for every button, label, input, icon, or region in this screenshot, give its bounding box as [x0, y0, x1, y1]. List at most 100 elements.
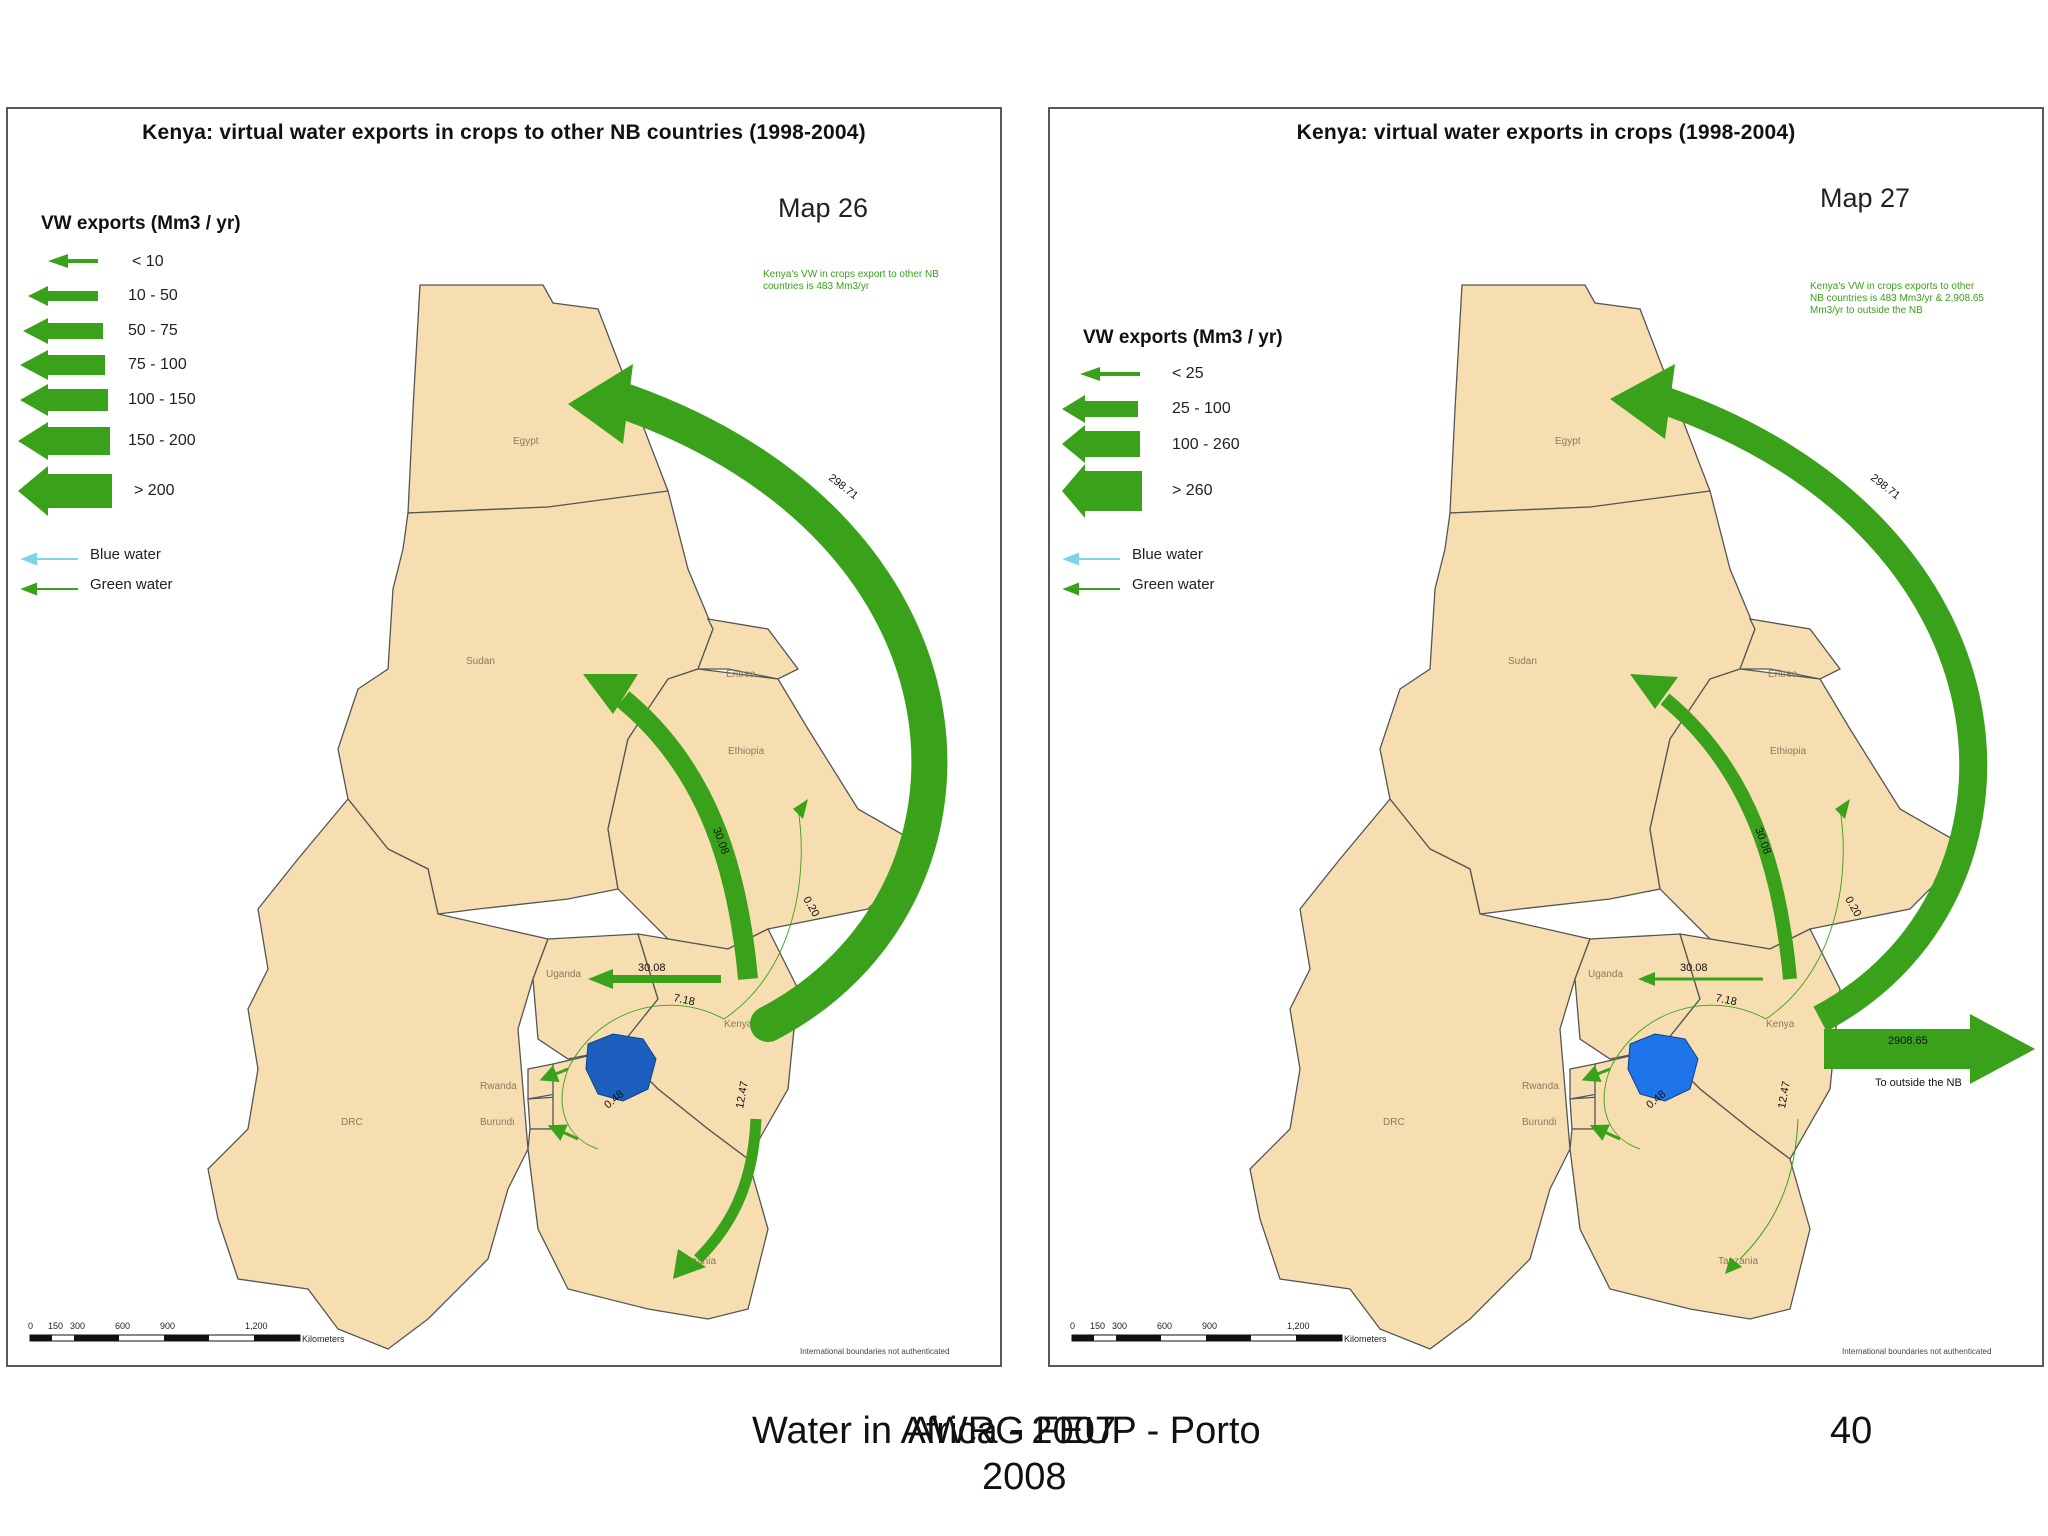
- country-eritrea: [697, 618, 799, 680]
- flow-rings: [561, 808, 802, 1150]
- map-note: Kenya's VW in crops export to other NB c…: [763, 269, 939, 292]
- legend-class-4-arrow: [1062, 464, 1142, 518]
- legend-class-1-label: < 10: [132, 253, 164, 270]
- flow-label-outside-caption: To outside the NB: [1875, 1077, 1962, 1089]
- flow-outside-nb: [1824, 1014, 2035, 1084]
- legend-blue-water-line: [1062, 552, 1120, 566]
- legend-green-water-line: [1062, 582, 1120, 596]
- map-title: Kenya: virtual water exports in crops to…: [142, 121, 866, 144]
- map-panel-26: Egypt Sudan Eritrea Ethiopia Uganda Keny…: [6, 107, 1002, 1367]
- footer-overlay: AWRG FEUP - Porto: [908, 1410, 1261, 1452]
- label-drc: DRC: [1383, 1117, 1405, 1128]
- legend-class-1-arrow: [48, 254, 98, 268]
- legend-class-4-label: 75 - 100: [128, 356, 187, 373]
- label-egypt: Egypt: [1555, 436, 1581, 447]
- flow-rings: [1603, 808, 1844, 1150]
- lake-victoria: [585, 1033, 657, 1102]
- label-tanzania: Tanzania: [1718, 1256, 1758, 1267]
- legend-class-7-label: > 200: [134, 482, 175, 499]
- label-uganda: Uganda: [546, 969, 581, 980]
- scale-tick-150: 150: [48, 1321, 63, 1331]
- map-number: Map 27: [1820, 183, 1911, 213]
- flow-label-rwanda: 7.18: [1714, 992, 1737, 1008]
- flow-ethiopia-head: [793, 799, 808, 819]
- legend-title: VW exports (Mm3 / yr): [1083, 327, 1283, 348]
- label-ethiopia: Ethiopia: [728, 746, 765, 757]
- country-rwanda: [527, 1063, 557, 1100]
- legend-class-7-arrow: [18, 466, 112, 516]
- legend-blue-water-label: Blue water: [1132, 546, 1203, 563]
- label-eritrea: Eritrea: [726, 669, 756, 680]
- scale-tick-600: 600: [1157, 1321, 1172, 1331]
- scale-tick-300: 300: [1112, 1321, 1127, 1331]
- legend-class-1-label: < 25: [1172, 365, 1204, 382]
- flow-label-rwanda: 7.18: [672, 992, 695, 1008]
- legend-class-3-arrow: [23, 318, 103, 344]
- legend-class-3-label: 100 - 260: [1172, 436, 1240, 453]
- country-sudan: [337, 490, 714, 915]
- scale-tick-0: 0: [28, 1321, 33, 1331]
- legend-blue-water-label: Blue water: [90, 546, 161, 563]
- scale-tick-1200: 1,200: [245, 1321, 268, 1331]
- footer-left: Water in Africa - 2007: [752, 1410, 1116, 1452]
- map-panel-27: Egypt Sudan Eritrea Ethiopia Uganda Keny…: [1048, 107, 2044, 1367]
- flow-sudan: [1660, 693, 1797, 980]
- country-egypt: [1449, 284, 1711, 514]
- country-rwanda: [1569, 1063, 1599, 1100]
- scale-unit: Kilometers: [302, 1334, 345, 1344]
- country-sudan: [1379, 490, 1756, 915]
- flow-uganda-head: [588, 969, 613, 989]
- scale-unit: Kilometers: [1344, 1334, 1387, 1344]
- legend-class-1-arrow: [1080, 367, 1140, 381]
- flow-label-uganda: 30.08: [1680, 962, 1708, 974]
- flow-label-outside: 2908.65: [1888, 1035, 1928, 1047]
- legend-class-6-arrow: [18, 422, 110, 460]
- scale-tick-1200: 1,200: [1287, 1321, 1310, 1331]
- flow-egypt: [1655, 385, 1988, 1032]
- flow-tanzania: [694, 1118, 762, 1263]
- map-note: Kenya's VW in crops exports to other NB …: [1810, 281, 1984, 316]
- legend-blue-water-line: [20, 552, 78, 566]
- flow-tanzania-head: [1725, 1257, 1742, 1274]
- legend-green-water-label: Green water: [1132, 576, 1215, 593]
- map-number: Map 26: [778, 193, 869, 223]
- disclaimer: International boundaries not authenticat…: [800, 1347, 949, 1356]
- legend-class-2-label: 25 - 100: [1172, 400, 1231, 417]
- flow-egypt-head: [568, 364, 633, 444]
- legend-green-water-line: [20, 582, 78, 596]
- label-burundi: Burundi: [480, 1117, 514, 1128]
- label-egypt: Egypt: [513, 436, 539, 447]
- country-burundi: [1569, 1096, 1599, 1130]
- map-27-canvas: Egypt Sudan Eritrea Ethiopia Uganda Keny…: [1062, 284, 2035, 1356]
- legend-class-6-label: 150 - 200: [128, 432, 196, 449]
- legend-title: VW exports (Mm3 / yr): [41, 213, 241, 234]
- scale-tick-900: 900: [1202, 1321, 1217, 1331]
- label-sudan: Sudan: [1508, 656, 1537, 667]
- flow-ethiopia-head: [1835, 799, 1850, 819]
- scale-tick-600: 600: [115, 1321, 130, 1331]
- legend-class-5-arrow: [20, 384, 108, 416]
- footer-year: 2008: [982, 1456, 1067, 1498]
- label-rwanda: Rwanda: [1522, 1081, 1559, 1092]
- country-tanzania: [1569, 1048, 1811, 1320]
- label-kenya: Kenya: [1766, 1019, 1795, 1030]
- country-eritrea: [1739, 618, 1841, 680]
- flow-label-egypt: 298.71: [826, 472, 860, 502]
- country-egypt: [407, 284, 669, 514]
- scale-tick-300: 300: [70, 1321, 85, 1331]
- page-number: 40: [1830, 1410, 1873, 1452]
- legend-class-2-label: 10 - 50: [128, 287, 178, 304]
- label-burundi: Burundi: [1522, 1117, 1556, 1128]
- label-kenya: Kenya: [724, 1019, 753, 1030]
- flow-label-uganda: 30.08: [638, 962, 666, 974]
- map-26-canvas: Egypt Sudan Eritrea Ethiopia Uganda Keny…: [18, 254, 949, 1356]
- flow-rwanda: [539, 1065, 569, 1083]
- flow-egypt: [600, 381, 948, 1042]
- legend-class-4-arrow: [20, 350, 105, 380]
- legend-class-3-arrow: [1062, 425, 1140, 463]
- label-eritrea: Eritrea: [1768, 669, 1798, 680]
- scale-tick-0: 0: [1070, 1321, 1075, 1331]
- label-rwanda: Rwanda: [480, 1081, 517, 1092]
- legend-class-5-label: 100 - 150: [128, 391, 196, 408]
- country-burundi: [527, 1096, 557, 1130]
